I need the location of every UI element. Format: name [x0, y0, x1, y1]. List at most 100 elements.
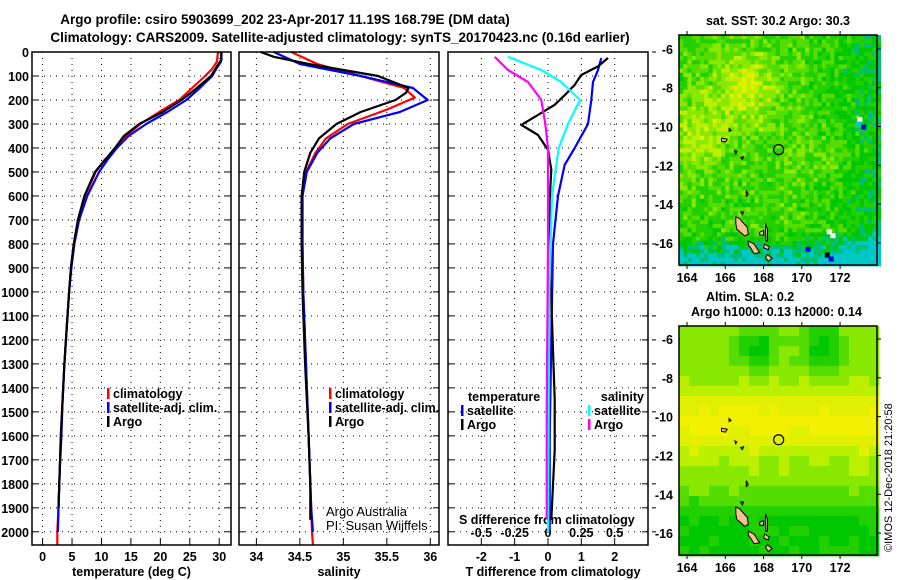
map-cell [719, 506, 730, 517]
map-cell [863, 203, 869, 208]
map-cell [863, 60, 869, 65]
map-cell [742, 114, 747, 120]
map-cell [821, 228, 827, 233]
map-cell [737, 253, 743, 258]
map-cell [683, 207, 688, 212]
map-cell [775, 43, 781, 48]
map-cell [809, 536, 820, 547]
map-cell [716, 245, 722, 250]
map-cell [716, 135, 722, 141]
map-cell [771, 35, 776, 40]
map-cell [813, 114, 818, 120]
map-cell [809, 346, 820, 357]
map-cell [683, 93, 688, 99]
map-cell [826, 257, 831, 263]
map-cell [679, 257, 684, 263]
map-cell [800, 211, 806, 216]
legend-swatch [107, 402, 110, 413]
map-cell [859, 85, 865, 90]
map-cell [869, 536, 880, 547]
map-cell [708, 56, 713, 61]
map-cell [788, 156, 793, 162]
map-cell [695, 211, 701, 216]
map-cell [859, 169, 865, 174]
map-cell [763, 51, 768, 57]
map-cell [767, 39, 772, 44]
map-cell [859, 198, 865, 204]
legend-swatch [107, 388, 110, 399]
depth-tick-label: 1700 [1, 454, 29, 468]
map-cell [863, 207, 869, 212]
map-cell [729, 215, 734, 221]
map-cell [729, 194, 734, 200]
map-cell [746, 43, 751, 48]
map-cell [695, 43, 701, 48]
map-cell [799, 456, 810, 467]
map-cell [758, 98, 764, 103]
map-cell [679, 177, 684, 183]
map-cell [679, 81, 684, 86]
map-cell [725, 35, 730, 40]
map-cell [746, 89, 751, 95]
map-cell [788, 240, 793, 246]
map-cell [830, 81, 835, 86]
map-cell [719, 486, 730, 497]
map-cell [838, 102, 844, 107]
map-cell [771, 253, 776, 258]
map-cell [733, 144, 739, 149]
map-cell [687, 119, 692, 124]
map-cell [792, 47, 797, 53]
map-cell [739, 406, 750, 417]
map-cell [851, 211, 856, 216]
map-cell [779, 123, 785, 128]
map-cell [721, 165, 726, 170]
map-cell [788, 194, 793, 200]
map-cell [763, 186, 768, 191]
map-cell [809, 156, 814, 162]
depth-tick-label: 400 [8, 142, 29, 156]
map-cell [700, 211, 705, 216]
map-cell [830, 35, 835, 40]
map-cell [838, 194, 844, 200]
map-cell [800, 114, 806, 120]
map-cell [826, 232, 831, 237]
map-cell [829, 546, 840, 557]
panel-frame [238, 51, 440, 546]
map-cell [849, 326, 860, 337]
map-cell [784, 173, 789, 179]
map-cell [708, 245, 713, 250]
map-cell [788, 236, 793, 242]
map-cell [716, 207, 722, 212]
map-cell [788, 72, 793, 78]
map-cell [749, 336, 760, 347]
map-cell [679, 436, 690, 447]
map-cell [708, 43, 713, 48]
map-cell [683, 257, 688, 263]
map-cell [771, 72, 776, 78]
map-cell [771, 60, 776, 65]
map-cell [683, 236, 688, 242]
series-line-argo [260, 50, 410, 520]
map-cell [855, 261, 860, 267]
map-cell [716, 194, 722, 200]
map-cell [784, 148, 789, 153]
map-cell [712, 261, 718, 267]
map-cell [758, 68, 764, 74]
map-cell [847, 148, 852, 153]
map-cell [758, 173, 764, 179]
map-cell [716, 211, 722, 216]
map-cell [695, 219, 701, 225]
map-cell [746, 186, 751, 191]
map-cell [691, 39, 697, 44]
map-cell [855, 198, 860, 204]
map-cell [716, 240, 722, 246]
map-cell [851, 203, 856, 208]
map-cell [819, 516, 830, 527]
map-cell [687, 190, 692, 195]
map-cell [683, 253, 688, 258]
map-cell [679, 106, 684, 111]
map-cell [834, 127, 839, 132]
map-cell [805, 85, 810, 90]
map-cell [771, 245, 776, 250]
map-cell [708, 211, 713, 216]
